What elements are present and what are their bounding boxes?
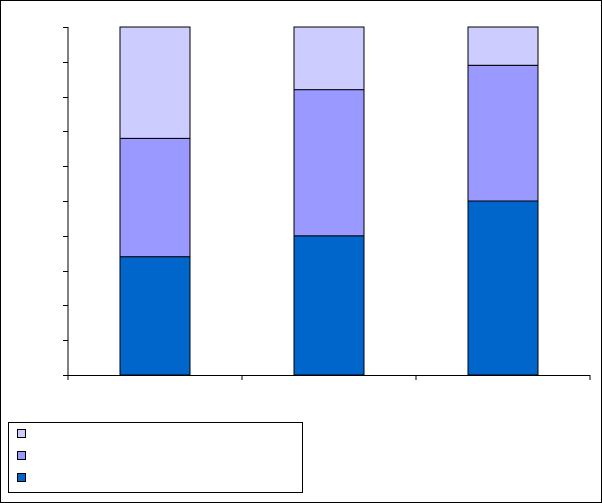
bar-segment [467, 64, 539, 202]
bar-segment [293, 235, 365, 376]
legend-swatch [17, 451, 26, 460]
bar-segment [293, 89, 365, 237]
bar-segment [119, 26, 191, 139]
bar-segment [467, 200, 539, 376]
bar-segment [119, 256, 191, 376]
bar-segment [293, 26, 365, 91]
legend-box [8, 422, 303, 493]
bar-segment [119, 137, 191, 258]
bar-segment [467, 26, 539, 66]
legend-swatch [17, 473, 26, 482]
legend-swatch [17, 429, 26, 438]
